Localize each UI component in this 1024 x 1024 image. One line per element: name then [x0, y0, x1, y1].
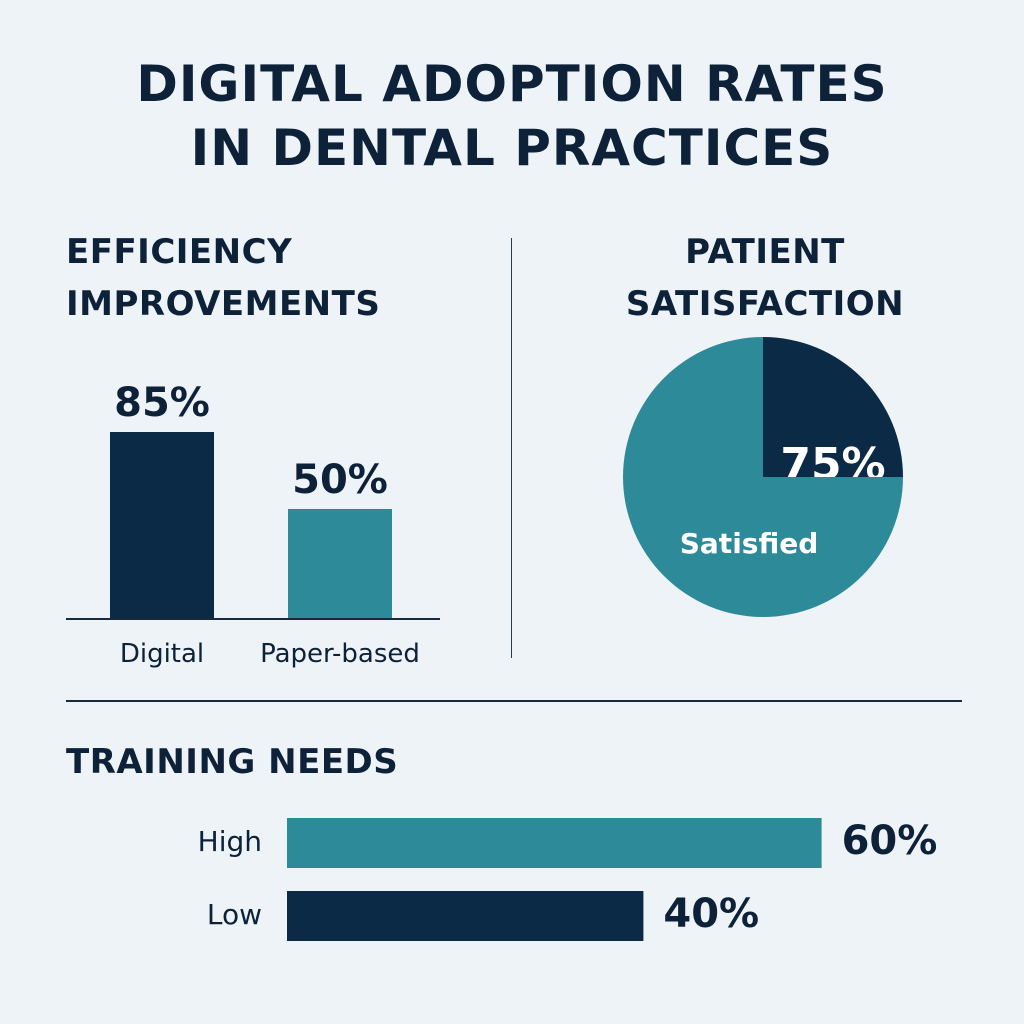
horizontal-divider	[66, 700, 962, 702]
satisfaction-title-line-2: SATISFACTION	[625, 284, 905, 324]
bar-value-label: 60%	[842, 818, 938, 864]
efficiency-section-title: EFFICIENCY IMPROVEMENTS	[66, 226, 380, 330]
efficiency-title-line-2: IMPROVEMENTS	[66, 284, 381, 324]
bar-value-label: 50%	[292, 457, 388, 503]
pie-slice-label: Satisfied	[680, 527, 819, 560]
efficiency-title-line-1: EFFICIENCY	[66, 232, 293, 272]
training-section-title: TRAINING NEEDS	[66, 736, 398, 788]
bar-category-label: High	[198, 825, 262, 858]
bar-value-label: 85%	[114, 380, 210, 426]
bar-high	[287, 818, 822, 868]
page-title-line-2: IN DENTAL PRACTICES	[190, 119, 834, 177]
bar-value-label: 40%	[663, 891, 759, 937]
page-title-line-1: DIGITAL ADOPTION RATES	[136, 55, 888, 113]
bar-category-label: Paper-based	[260, 639, 420, 669]
training-title: TRAINING NEEDS	[66, 742, 399, 782]
bar-low	[287, 891, 644, 941]
bar-category-label: Digital	[120, 639, 204, 669]
pie-slice-75-	[763, 337, 903, 477]
pie-slice-satisfied	[623, 337, 903, 617]
vertical-divider	[511, 238, 512, 658]
satisfaction-section-title: PATIENT SATISFACTION	[560, 226, 970, 330]
page-title: DIGITAL ADOPTION RATES IN DENTAL PRACTIC…	[0, 52, 1024, 180]
bar-category-label: Low	[207, 898, 262, 931]
bar-digital	[110, 432, 214, 619]
bar-paper-based	[288, 509, 392, 619]
satisfaction-title-line-1: PATIENT	[685, 232, 845, 272]
